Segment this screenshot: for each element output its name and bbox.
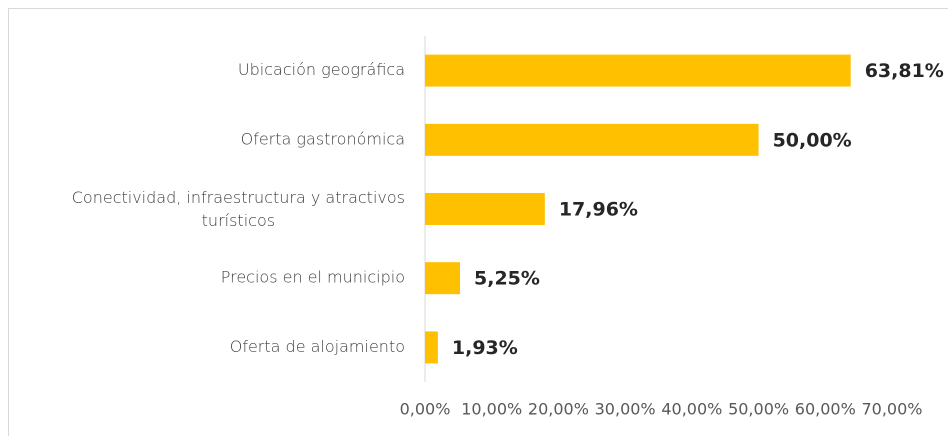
- x-tick-label: 20,00%: [528, 400, 589, 419]
- category-label: Oferta gastronómica: [241, 129, 405, 148]
- bar: [425, 123, 759, 156]
- x-tick-label: 30,00%: [595, 400, 656, 419]
- category-label: Conectividad, infraestructura y atractiv…: [72, 188, 405, 230]
- category-label: Ubicación geográfica: [238, 60, 405, 79]
- chart-frame: [8, 8, 948, 436]
- value-label: 63,81%: [865, 60, 944, 82]
- category-label: Oferta de alojamiento: [230, 337, 405, 356]
- x-tick-label: 0,00%: [400, 400, 451, 419]
- x-tick-label: 60,00%: [795, 400, 856, 419]
- x-tick-label: 50,00%: [728, 400, 789, 419]
- category-label: Precios en el municipio: [221, 268, 405, 287]
- x-tick-label: 70,00%: [861, 400, 922, 419]
- bar: [425, 262, 461, 295]
- category-label-line: turísticos: [202, 211, 275, 230]
- bar: [425, 54, 851, 87]
- value-label: 1,93%: [452, 337, 518, 359]
- category-label-line: Conectividad, infraestructura y atractiv…: [72, 188, 405, 207]
- value-label: 5,25%: [474, 268, 540, 290]
- value-label: 50,00%: [773, 129, 852, 151]
- bar: [425, 331, 438, 364]
- x-tick-label: 40,00%: [661, 400, 722, 419]
- value-label: 17,96%: [559, 199, 638, 221]
- x-tick-label: 10,00%: [461, 400, 522, 419]
- bar: [425, 193, 545, 225]
